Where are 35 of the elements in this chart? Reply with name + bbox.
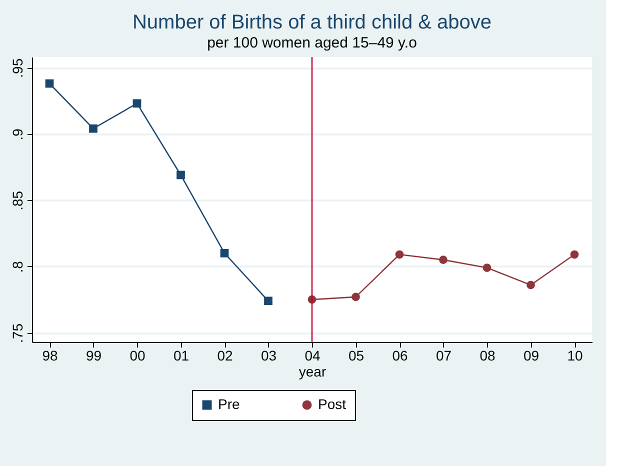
x-tick-label: 09	[523, 348, 540, 364]
point	[439, 256, 448, 264]
point	[264, 296, 272, 306]
x-tick-label: 08	[480, 348, 496, 364]
point	[352, 292, 360, 302]
x-tick-label: 00	[130, 348, 146, 364]
y-tick-label: .9	[10, 128, 26, 140]
point	[89, 124, 98, 133]
legend-label: Pre	[218, 396, 240, 412]
x-tick-label: 99	[86, 348, 102, 364]
x-tick-label: 03	[260, 348, 277, 364]
point	[45, 79, 54, 88]
y-tick-label: .8	[10, 260, 26, 273]
x-tick-label: 01	[173, 348, 190, 364]
point	[132, 99, 142, 108]
chart-subtitle: per 100 women aged 15–49 y.o	[207, 34, 417, 52]
legend-label: Post	[318, 396, 346, 412]
chart-title: Number of Births of a third child & above	[132, 11, 492, 34]
x-tick-label: 04	[304, 348, 320, 364]
point	[395, 250, 404, 259]
y-tick-label: .75	[10, 323, 26, 343]
point	[570, 250, 579, 259]
point	[482, 264, 492, 272]
x-tick-label: 98	[42, 348, 58, 364]
y-tick-label: .85	[10, 190, 26, 210]
x-axis-title: year	[298, 364, 326, 380]
point	[176, 170, 185, 180]
point	[220, 249, 229, 258]
x-tick-label: 10	[567, 348, 583, 364]
point	[526, 280, 535, 290]
x-tick-label: 02	[217, 348, 233, 364]
x-tick-label: 05	[348, 348, 364, 364]
x-tick-label: 07	[436, 348, 452, 364]
x-tick-label: 06	[392, 348, 408, 364]
y-tick-label: .95	[10, 58, 26, 78]
